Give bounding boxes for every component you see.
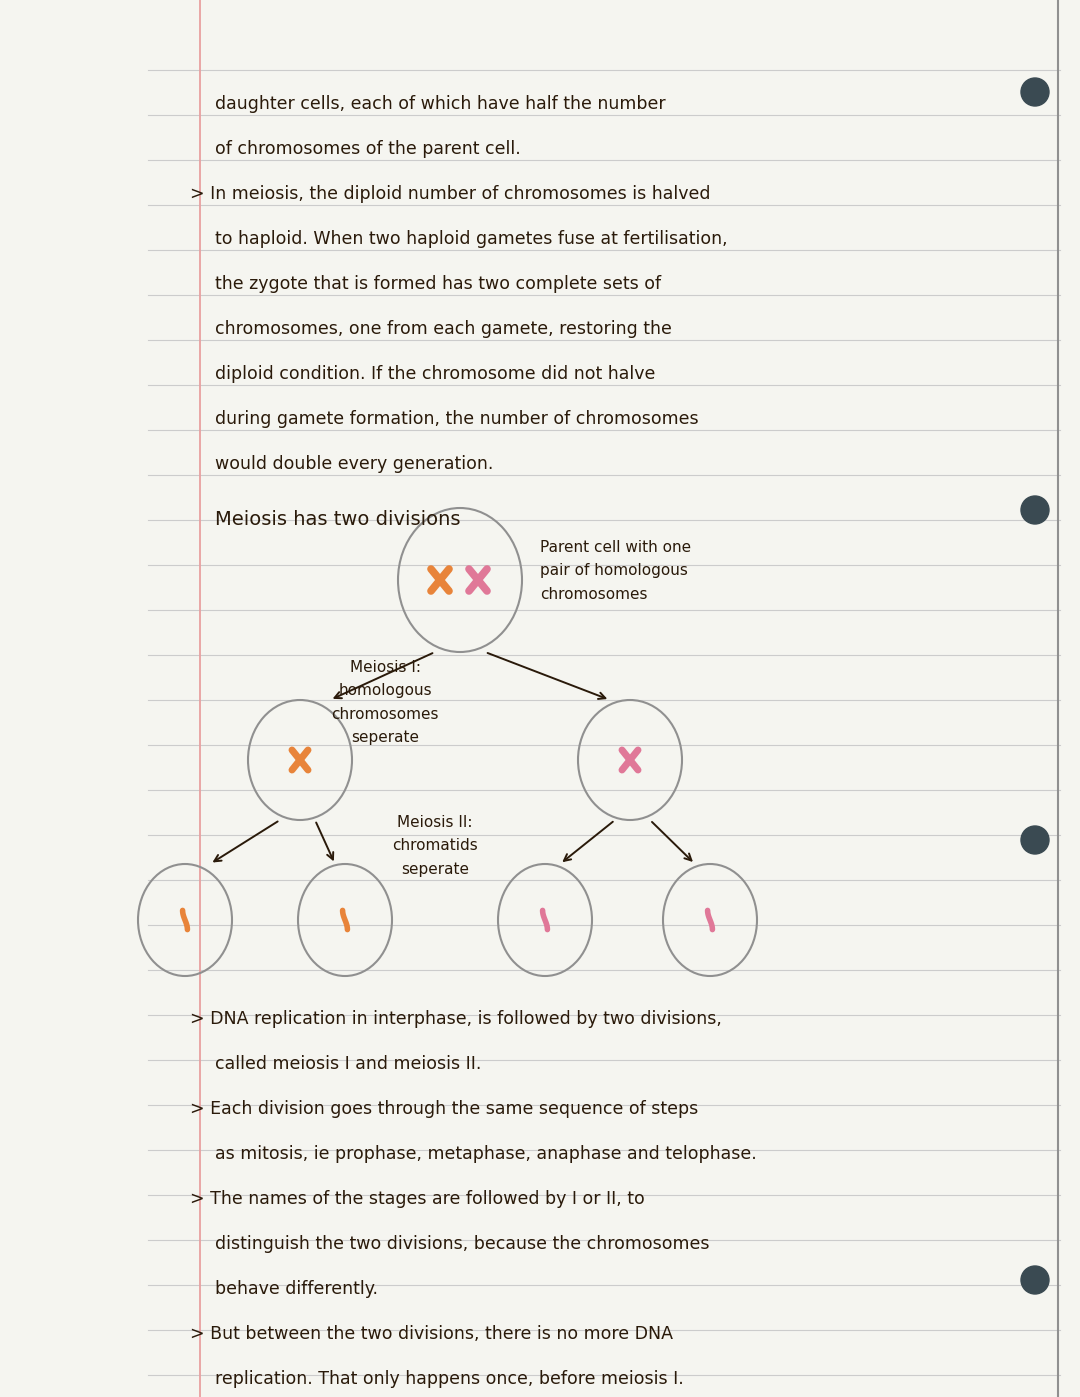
Circle shape bbox=[1021, 826, 1049, 854]
Text: > But between the two divisions, there is no more DNA: > But between the two divisions, there i… bbox=[190, 1324, 673, 1343]
Text: Parent cell with one
pair of homologous
chromosomes: Parent cell with one pair of homologous … bbox=[540, 541, 691, 602]
Text: replication. That only happens once, before meiosis I.: replication. That only happens once, bef… bbox=[215, 1370, 684, 1389]
Text: > The names of the stages are followed by I or II, to: > The names of the stages are followed b… bbox=[190, 1190, 645, 1208]
Text: > DNA replication in interphase, is followed by two divisions,: > DNA replication in interphase, is foll… bbox=[190, 1010, 721, 1028]
Circle shape bbox=[1021, 1266, 1049, 1294]
Text: Meiosis has two divisions: Meiosis has two divisions bbox=[215, 510, 460, 529]
Text: > Each division goes through the same sequence of steps: > Each division goes through the same se… bbox=[190, 1099, 699, 1118]
Text: called meiosis I and meiosis II.: called meiosis I and meiosis II. bbox=[215, 1055, 482, 1073]
Text: Meiosis I:
homologous
chromosomes
seperate: Meiosis I: homologous chromosomes sepera… bbox=[332, 659, 438, 745]
Text: Meiosis II:
chromatids
seperate: Meiosis II: chromatids seperate bbox=[392, 814, 477, 877]
Text: the zygote that is formed has two complete sets of: the zygote that is formed has two comple… bbox=[215, 275, 661, 293]
Text: diploid condition. If the chromosome did not halve: diploid condition. If the chromosome did… bbox=[215, 365, 656, 383]
Text: behave differently.: behave differently. bbox=[215, 1280, 378, 1298]
Text: of chromosomes of the parent cell.: of chromosomes of the parent cell. bbox=[215, 140, 521, 158]
Text: would double every generation.: would double every generation. bbox=[215, 455, 494, 474]
Text: during gamete formation, the number of chromosomes: during gamete formation, the number of c… bbox=[215, 409, 699, 427]
Text: distinguish the two divisions, because the chromosomes: distinguish the two divisions, because t… bbox=[215, 1235, 710, 1253]
Text: > In meiosis, the diploid number of chromosomes is halved: > In meiosis, the diploid number of chro… bbox=[190, 184, 711, 203]
Circle shape bbox=[1021, 78, 1049, 106]
Text: daughter cells, each of which have half the number: daughter cells, each of which have half … bbox=[215, 95, 665, 113]
Text: chromosomes, one from each gamete, restoring the: chromosomes, one from each gamete, resto… bbox=[215, 320, 672, 338]
Text: as mitosis, ie prophase, metaphase, anaphase and telophase.: as mitosis, ie prophase, metaphase, anap… bbox=[215, 1146, 757, 1162]
Text: to haploid. When two haploid gametes fuse at fertilisation,: to haploid. When two haploid gametes fus… bbox=[215, 231, 728, 249]
Circle shape bbox=[1021, 496, 1049, 524]
